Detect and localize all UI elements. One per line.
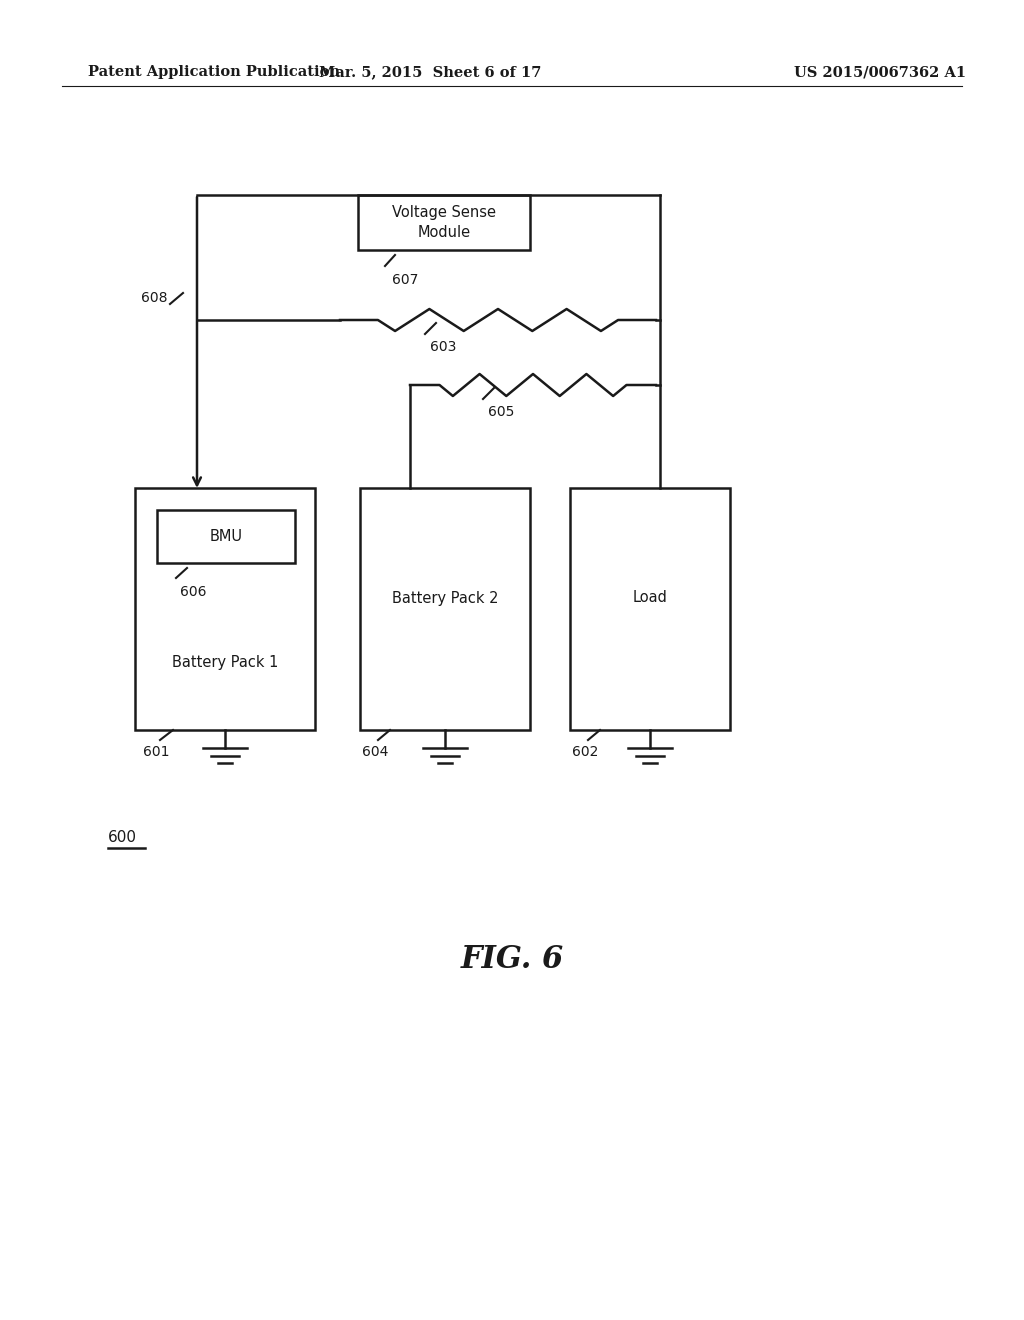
- Bar: [358, 195, 530, 249]
- Text: 600: 600: [108, 830, 137, 845]
- Text: 607: 607: [392, 273, 419, 286]
- Text: 605: 605: [488, 405, 514, 418]
- Text: Load: Load: [633, 590, 668, 606]
- Text: Voltage Sense
Module: Voltage Sense Module: [392, 205, 496, 240]
- Text: BMU: BMU: [210, 529, 243, 544]
- Text: 602: 602: [572, 744, 598, 759]
- Text: 606: 606: [180, 585, 207, 599]
- Text: Patent Application Publication: Patent Application Publication: [88, 65, 340, 79]
- Text: 604: 604: [362, 744, 388, 759]
- Text: 603: 603: [430, 341, 457, 354]
- Bar: [570, 488, 730, 730]
- Text: 601: 601: [143, 744, 170, 759]
- Text: FIG. 6: FIG. 6: [461, 945, 563, 975]
- Bar: [360, 488, 530, 730]
- Text: Mar. 5, 2015  Sheet 6 of 17: Mar. 5, 2015 Sheet 6 of 17: [318, 65, 542, 79]
- Text: Battery Pack 1: Battery Pack 1: [172, 656, 279, 671]
- Text: US 2015/0067362 A1: US 2015/0067362 A1: [794, 65, 966, 79]
- Bar: [157, 510, 295, 564]
- Text: Battery Pack 2: Battery Pack 2: [392, 590, 499, 606]
- Bar: [135, 488, 315, 730]
- Text: 608: 608: [141, 290, 168, 305]
